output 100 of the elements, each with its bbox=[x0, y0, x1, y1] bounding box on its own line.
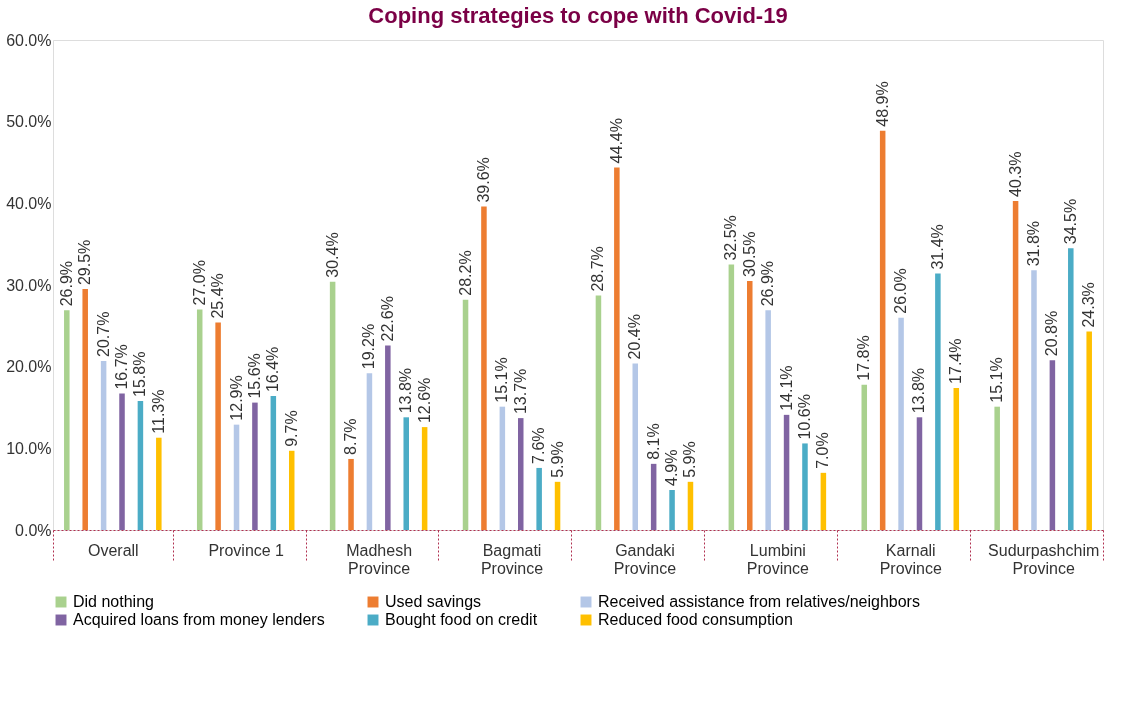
data-label: 25.4% bbox=[209, 273, 227, 319]
bar bbox=[765, 310, 771, 530]
data-label: 5.9% bbox=[548, 441, 566, 478]
bar bbox=[233, 424, 240, 530]
data-label: 4.9% bbox=[663, 449, 681, 486]
bar bbox=[329, 281, 336, 530]
bar bbox=[632, 363, 639, 530]
data-label: 12.6% bbox=[415, 377, 433, 424]
data-label: 30.5% bbox=[740, 231, 758, 277]
bar bbox=[1031, 270, 1037, 530]
y-tick-label: 40.0% bbox=[6, 194, 52, 212]
x-tick-label: Sudurpashchim Province bbox=[988, 541, 1100, 577]
data-label: 28.7% bbox=[589, 246, 607, 292]
bar bbox=[687, 481, 694, 530]
data-label: 29.5% bbox=[76, 239, 94, 286]
bar bbox=[100, 360, 107, 530]
y-tick-label: 60.0% bbox=[6, 31, 52, 49]
x-tick-label: Karnali Province bbox=[879, 541, 943, 577]
bar bbox=[481, 206, 487, 530]
data-label: 39.6% bbox=[474, 157, 492, 203]
data-label: 26.0% bbox=[892, 268, 910, 314]
bar bbox=[403, 417, 409, 530]
bar bbox=[650, 463, 657, 530]
bar bbox=[935, 273, 941, 530]
data-label: 16.7% bbox=[113, 344, 131, 390]
data-label: 8.1% bbox=[644, 423, 662, 460]
bar bbox=[595, 295, 602, 530]
y-tick-label: 10.0% bbox=[6, 439, 52, 457]
bar bbox=[536, 467, 542, 530]
bar bbox=[614, 167, 620, 530]
bar bbox=[385, 345, 391, 530]
bar bbox=[820, 472, 827, 530]
bar bbox=[270, 396, 277, 530]
data-label: 15.6% bbox=[245, 353, 263, 399]
x-tick-label: Province 1 bbox=[208, 541, 285, 559]
bar bbox=[366, 373, 373, 530]
data-label: 19.2% bbox=[360, 323, 378, 370]
data-label: 40.3% bbox=[1006, 151, 1024, 197]
data-label: 26.9% bbox=[759, 260, 777, 307]
bar bbox=[783, 414, 790, 530]
data-label: 28.2% bbox=[456, 250, 474, 296]
data-label: 17.4% bbox=[947, 338, 965, 384]
data-label: 27.0% bbox=[190, 260, 208, 306]
x-tick-label: Madhesh Province bbox=[346, 541, 413, 577]
bar bbox=[252, 402, 258, 530]
y-tick-label: 50.0% bbox=[6, 113, 52, 131]
bar bbox=[994, 406, 1000, 530]
bar bbox=[953, 387, 960, 530]
legend-label: Did nothing bbox=[73, 593, 154, 610]
bar bbox=[421, 427, 428, 530]
data-label: 12.9% bbox=[227, 375, 245, 421]
bar bbox=[898, 317, 904, 530]
y-tick-label: 0.0% bbox=[15, 521, 52, 539]
data-label: 30.4% bbox=[323, 232, 341, 278]
chart-title: Coping strategies to cope with Covid-19 bbox=[368, 3, 788, 28]
data-label: 15.1% bbox=[493, 357, 511, 403]
legend-label: Bought food on credit bbox=[385, 611, 538, 628]
data-label: 13.8% bbox=[910, 367, 928, 414]
data-label: 17.8% bbox=[855, 335, 873, 381]
data-label: 22.6% bbox=[378, 296, 396, 342]
data-label: 7.6% bbox=[530, 427, 548, 464]
data-label: 15.8% bbox=[131, 351, 149, 397]
bar bbox=[802, 443, 808, 530]
bar bbox=[1049, 360, 1056, 530]
bar bbox=[156, 437, 162, 530]
bar bbox=[196, 309, 203, 530]
bar bbox=[861, 384, 868, 530]
bar bbox=[916, 417, 923, 530]
data-label: 5.9% bbox=[681, 441, 699, 478]
data-label: 31.4% bbox=[928, 224, 946, 270]
data-label: 16.4% bbox=[264, 346, 282, 393]
bar bbox=[137, 400, 144, 530]
legend-label: Acquired loans from money lenders bbox=[73, 611, 325, 628]
data-label: 13.7% bbox=[511, 368, 529, 415]
bar bbox=[1068, 248, 1074, 530]
data-label: 32.5% bbox=[722, 215, 740, 261]
x-tick-label: Overall bbox=[87, 541, 139, 559]
bar bbox=[288, 450, 295, 530]
data-label: 11.3% bbox=[149, 389, 167, 434]
data-label: 9.7% bbox=[282, 410, 300, 447]
data-label: 14.1% bbox=[777, 365, 795, 411]
bar bbox=[554, 481, 561, 530]
data-label: 10.6% bbox=[795, 394, 813, 440]
bar bbox=[669, 489, 675, 530]
data-label: 15.1% bbox=[988, 357, 1006, 403]
data-label: 7.0% bbox=[814, 432, 832, 469]
data-label: 13.8% bbox=[397, 367, 415, 414]
bar bbox=[747, 280, 753, 530]
data-label: 8.7% bbox=[342, 418, 360, 455]
bar bbox=[1012, 200, 1019, 530]
data-label: 44.4% bbox=[607, 118, 625, 164]
bar bbox=[348, 458, 354, 530]
x-tick-label: Gandaki Province bbox=[613, 541, 677, 577]
data-label: 20.7% bbox=[94, 311, 112, 357]
bar bbox=[119, 393, 125, 530]
bar bbox=[82, 289, 88, 530]
y-tick-label: 30.0% bbox=[6, 276, 52, 294]
bar bbox=[1086, 331, 1092, 530]
x-tick-label: Lumbini Province bbox=[746, 541, 810, 577]
legend-label: Used savings bbox=[385, 593, 482, 610]
